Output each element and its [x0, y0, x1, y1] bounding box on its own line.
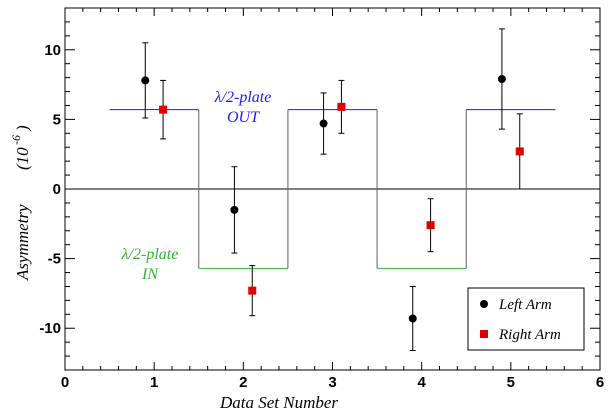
x-tick-label: 0 [61, 374, 69, 391]
y-tick-label: -5 [48, 251, 61, 268]
x-axis-title: Data Set Number [219, 393, 338, 412]
y-tick-label: 10 [44, 42, 61, 59]
y-tick-label: 0 [53, 181, 61, 198]
left-arm-point [230, 205, 239, 214]
x-tick-label: 3 [328, 374, 336, 391]
left-arm-point [319, 119, 328, 128]
legend-left-arm-label: Left Arm [498, 297, 552, 313]
annotation-out: λ/2-plate OUT [214, 89, 272, 126]
y-axis-label: Asymmetry [13, 204, 32, 281]
axis-ticks [64, 7, 601, 371]
annotation-in: λ/2-plate IN [121, 246, 179, 283]
left-arm-point [497, 75, 506, 84]
legend: Left Arm Right Arm [467, 287, 585, 351]
y-tick-labels: -10 -5 0 5 10 [39, 42, 61, 337]
error-bars [142, 28, 523, 352]
x-tick-labels: 0 1 2 3 4 5 6 [61, 374, 604, 391]
half-wave-plate-steps [109, 109, 556, 269]
x-tick-label: 6 [596, 374, 604, 391]
right-arm-point [426, 221, 435, 230]
right-arm-point [337, 102, 346, 111]
annotation-in-line2: IN [141, 266, 159, 283]
left-arm-point [408, 314, 417, 323]
x-tick-label: 5 [507, 374, 515, 391]
annotation-in-line1: λ/2-plate [121, 246, 179, 263]
y-axis-unit-close: ) [13, 125, 32, 132]
y-axis-unit: (10 [13, 147, 32, 170]
y-tick-label: 5 [53, 111, 61, 128]
y-axis-unit-exponent: -6 [9, 135, 23, 145]
annotation-out-line2: OUT [227, 109, 260, 126]
x-tick-label: 4 [417, 374, 426, 391]
right-arm-point [159, 105, 168, 114]
data-markers [141, 75, 524, 323]
legend-right-arm-marker [480, 330, 488, 338]
legend-box [467, 287, 585, 351]
left-arm-point [141, 76, 150, 85]
y-axis-title: Asymmetry (10 -6 ) [9, 125, 32, 281]
right-arm-point [515, 147, 524, 156]
legend-left-arm-marker [480, 300, 488, 308]
x-tick-label: 1 [150, 374, 158, 391]
legend-right-arm-label: Right Arm [498, 327, 561, 343]
x-tick-label: 2 [239, 374, 247, 391]
y-tick-label: -10 [39, 320, 61, 337]
annotation-out-line1: λ/2-plate [214, 89, 272, 106]
right-arm-point [248, 286, 257, 295]
